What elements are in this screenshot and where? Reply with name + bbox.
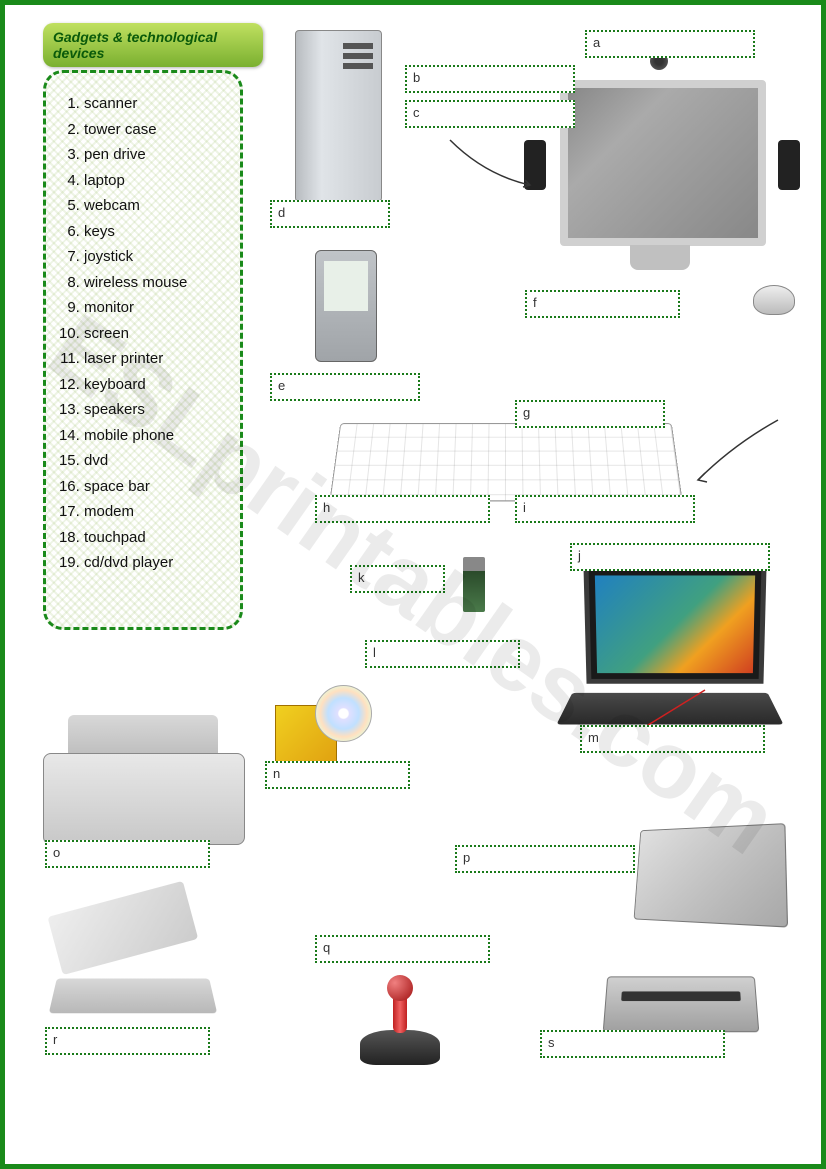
answer-box-r[interactable]: r: [45, 1027, 210, 1055]
keyboard-icon: [329, 423, 682, 501]
word-item: speakers: [84, 397, 228, 423]
word-item: laptop: [84, 168, 228, 194]
speaker-left-icon: [524, 140, 546, 190]
mobile-phone-icon: [315, 250, 377, 362]
printer-icon: [43, 705, 243, 845]
answer-box-l[interactable]: l: [365, 640, 520, 668]
laptop-base-icon: [556, 693, 783, 725]
printer-body-icon: [43, 753, 245, 845]
scanner-body-icon: [49, 979, 217, 1014]
answer-box-b[interactable]: b: [405, 65, 575, 93]
word-item: space bar: [84, 474, 228, 500]
scanner-lid-icon: [47, 881, 198, 975]
answer-box-m[interactable]: m: [580, 725, 765, 753]
mouse-icon: [753, 285, 795, 315]
answer-box-e[interactable]: e: [270, 373, 420, 401]
answer-box-i[interactable]: i: [515, 495, 695, 523]
word-item: wireless mouse: [84, 270, 228, 296]
answer-box-q[interactable]: q: [315, 935, 490, 963]
arrow-line-icon: [445, 135, 535, 195]
arrow-line-icon: [693, 415, 783, 485]
answer-box-o[interactable]: o: [45, 840, 210, 868]
monitor-stand-icon: [630, 245, 690, 270]
monitor-screen-icon: [560, 80, 766, 246]
answer-box-h[interactable]: h: [315, 495, 490, 523]
word-item: modem: [84, 499, 228, 525]
answer-box-g[interactable]: g: [515, 400, 665, 428]
tower-case-icon: [295, 30, 382, 202]
joystick-icon: [355, 975, 445, 1065]
word-item: mobile phone: [84, 423, 228, 449]
word-item: pen drive: [84, 142, 228, 168]
joystick-ball-icon: [387, 975, 413, 1001]
word-item: scanner: [84, 91, 228, 117]
word-item: keyboard: [84, 372, 228, 398]
word-item: joystick: [84, 244, 228, 270]
word-list: scanner tower case pen drive laptop webc…: [58, 91, 228, 576]
answer-box-f[interactable]: f: [525, 290, 680, 318]
laptop-screen-icon: [583, 564, 766, 684]
word-item: laser printer: [84, 346, 228, 372]
word-item: touchpad: [84, 525, 228, 551]
answer-box-p[interactable]: p: [455, 845, 635, 873]
answer-box-d[interactable]: d: [270, 200, 390, 228]
word-item: tower case: [84, 117, 228, 143]
worksheet-page: ESLprintables.com Gadgets & technologica…: [0, 0, 826, 1169]
scanner-icon: [53, 915, 213, 1015]
word-item: monitor: [84, 295, 228, 321]
pen-drive-icon: [463, 557, 485, 612]
cd-player-icon: [603, 976, 760, 1032]
answer-box-j[interactable]: j: [570, 543, 770, 571]
word-item: screen: [84, 321, 228, 347]
word-item: keys: [84, 219, 228, 245]
joystick-base-icon: [360, 1030, 440, 1065]
answer-box-c[interactable]: c: [405, 100, 575, 128]
answer-box-a[interactable]: a: [585, 30, 755, 58]
word-item: cd/dvd player: [84, 550, 228, 576]
word-item: dvd: [84, 448, 228, 474]
title-box: Gadgets & technological devices: [43, 23, 263, 67]
laptop-icon: [565, 565, 775, 735]
answer-box-k[interactable]: k: [350, 565, 445, 593]
answer-box-n[interactable]: n: [265, 761, 410, 789]
speaker-right-icon: [778, 140, 800, 190]
word-item: webcam: [84, 193, 228, 219]
modem-icon: [634, 823, 789, 927]
answer-box-s[interactable]: s: [540, 1030, 725, 1058]
dvd-disc-icon: [315, 685, 372, 742]
dvd-group-icon: [275, 685, 375, 765]
word-bank-panel: scanner tower case pen drive laptop webc…: [43, 70, 243, 630]
